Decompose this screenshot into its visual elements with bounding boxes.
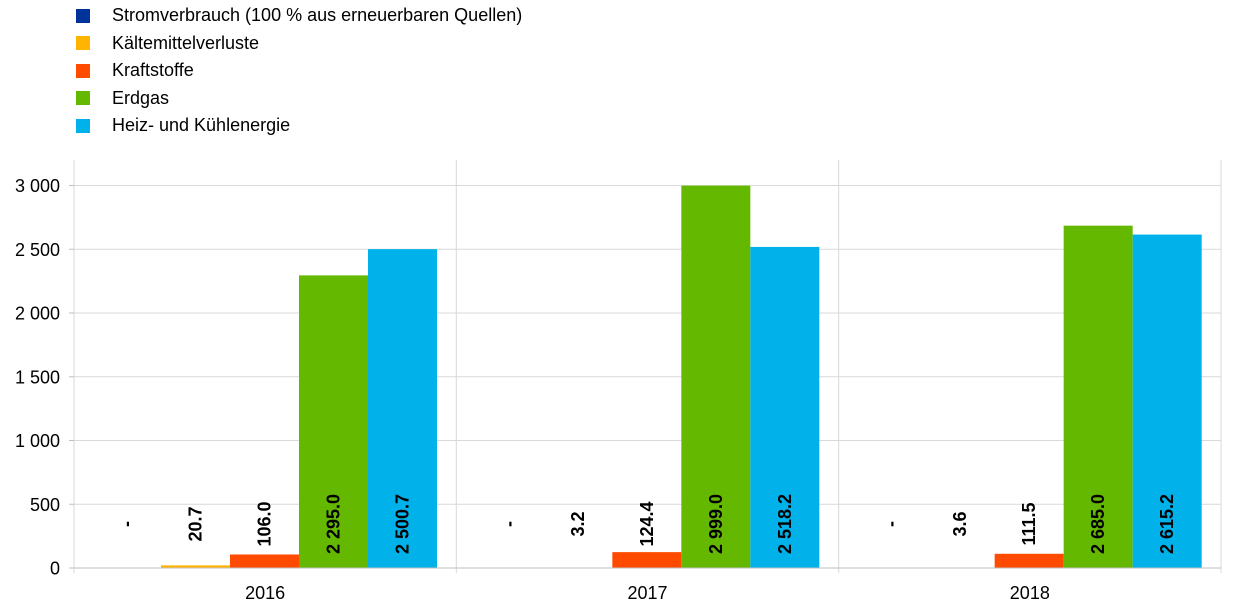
y-tick-label: 0 xyxy=(50,559,60,579)
legend-item: Kraftstoffe xyxy=(76,57,522,85)
x-tick-label: 2016 xyxy=(245,583,285,603)
bar xyxy=(994,553,1064,568)
legend-swatch xyxy=(76,91,90,106)
bar xyxy=(368,249,437,568)
y-tick-label: 2 500 xyxy=(15,240,60,260)
data-label: 3.6 xyxy=(950,511,970,536)
data-label: 2 999.0 xyxy=(706,494,726,554)
y-tick-label: 1 500 xyxy=(15,367,60,387)
data-label: 20.7 xyxy=(186,506,206,541)
legend-label: Kältemittelverluste xyxy=(112,32,260,53)
legend-swatch xyxy=(76,36,90,51)
gridlines xyxy=(73,160,1222,573)
x-tick-label: 2017 xyxy=(627,583,667,603)
data-label: - xyxy=(499,521,519,527)
legend-label: Heiz- und Kühlenergie xyxy=(112,115,291,136)
bar xyxy=(750,246,820,568)
legend: Stromverbrauch (100 % aus erneuerbaren Q… xyxy=(76,2,522,140)
y-axis: 0 500 1 000 1 500 2 000 2 500 3 000 xyxy=(15,176,74,579)
x-tick-label: 2018 xyxy=(1010,583,1050,603)
bar xyxy=(299,275,368,568)
bar xyxy=(230,554,299,568)
legend-label: Kraftstoffe xyxy=(112,60,194,81)
data-label: 2 295.0 xyxy=(324,494,344,554)
data-label: 124.4 xyxy=(637,501,657,546)
bar xyxy=(681,185,751,568)
bar xyxy=(1132,234,1202,568)
data-label: 2 615.2 xyxy=(1157,494,1177,554)
data-label: - xyxy=(881,521,901,527)
data-label: - xyxy=(117,521,137,527)
data-label: 2 685.0 xyxy=(1088,494,1108,554)
y-tick-label: 3 000 xyxy=(15,176,60,196)
y-tick-label: 1 000 xyxy=(15,431,60,451)
y-tick-label: 2 000 xyxy=(15,304,60,324)
data-label: 106.0 xyxy=(255,501,275,546)
data-label: 2 500.7 xyxy=(393,494,413,554)
legend-swatch xyxy=(76,63,90,78)
legend-swatch xyxy=(76,8,90,23)
legend-item: Stromverbrauch (100 % aus erneuerbaren Q… xyxy=(76,2,522,30)
bars xyxy=(161,185,1202,568)
legend-item: Erdgas xyxy=(76,85,522,113)
bar xyxy=(161,565,230,568)
legend-item: Heiz- und Kühlenergie xyxy=(76,112,522,140)
data-label: 3.2 xyxy=(568,511,588,536)
legend-label: Erdgas xyxy=(112,87,170,108)
bar xyxy=(612,552,682,568)
legend-label: Stromverbrauch (100 % aus erneuerbaren Q… xyxy=(112,5,523,26)
bar xyxy=(1063,225,1133,568)
legend-item: Kältemittelverluste xyxy=(76,30,522,58)
data-label: 2 518.2 xyxy=(775,494,795,554)
legend-swatch xyxy=(76,118,90,133)
data-label: 111.5 xyxy=(1019,502,1039,545)
x-axis: 2016 2017 2018 xyxy=(74,567,1221,603)
data-labels: - 20.7 106.0 2 295.0 2 500.7 - 3.2 124.4 2 999.0… xyxy=(117,494,1178,554)
y-tick-label: 500 xyxy=(30,495,60,515)
